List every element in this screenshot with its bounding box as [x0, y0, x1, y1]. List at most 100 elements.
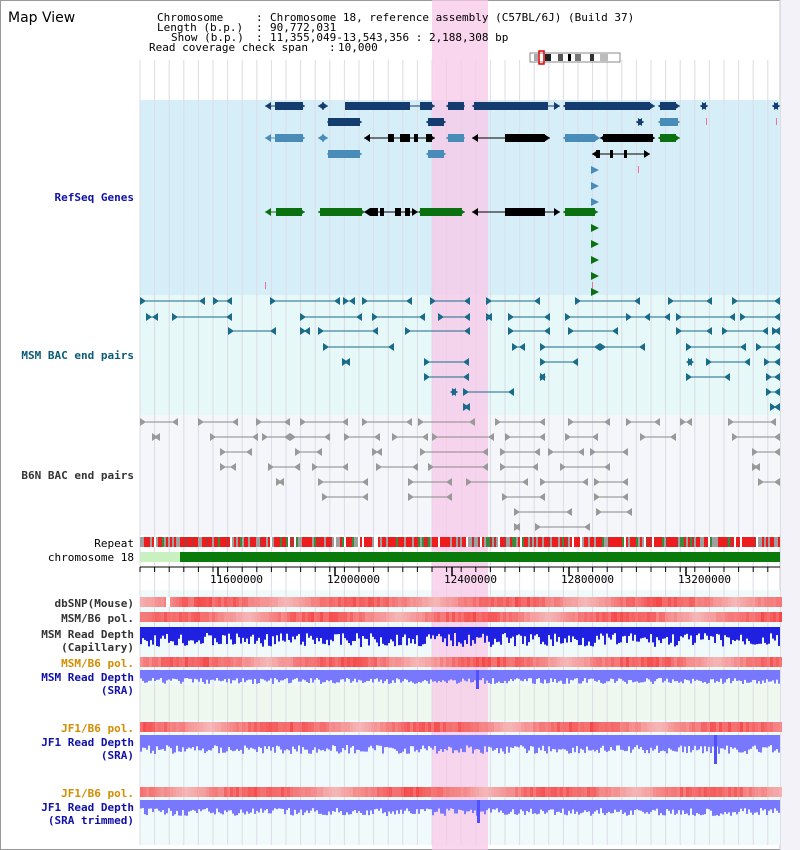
track-label-jf1-b6-pol-2[interactable]: JF1/B6 pol. [61, 787, 134, 800]
heat-cell [704, 787, 707, 797]
depth-bar [208, 627, 210, 636]
heat-cell [734, 597, 737, 607]
depth-bar [682, 627, 684, 638]
heat-cell [287, 657, 290, 667]
depth-bar [346, 800, 348, 813]
depth-bar [192, 735, 194, 748]
depth-bar [674, 735, 676, 752]
track-label-jf1-depth-trim-1[interactable]: JF1 Read Depth [41, 801, 134, 814]
depth-bar [410, 670, 412, 682]
heat-cell [569, 722, 572, 732]
heat-cell [224, 597, 227, 607]
heat-cell [632, 787, 635, 797]
heat-cell [518, 722, 521, 732]
depth-bar [666, 800, 668, 810]
repeat-segment [390, 537, 392, 547]
depth-bar [564, 627, 566, 639]
heat-cell [452, 612, 455, 622]
depth-bar [248, 735, 250, 750]
depth-bar [548, 627, 550, 636]
depth-bar [368, 800, 370, 816]
depth-bar [232, 627, 234, 645]
depth-bar [658, 627, 660, 641]
depth-bar [324, 800, 326, 815]
track-label-msm-bac[interactable]: MSM BAC end pairs [21, 349, 134, 362]
heat-cell [707, 787, 710, 797]
depth-bar [340, 735, 342, 753]
heat-cell [284, 657, 287, 667]
heat-cell [305, 612, 308, 622]
depth-bar [396, 670, 398, 679]
depth-bar [440, 800, 442, 814]
depth-bar [194, 670, 196, 679]
track-label-msm-b6-pol-2[interactable]: MSM/B6 pol. [61, 657, 134, 670]
repeat-segment [198, 537, 200, 547]
depth-bar [698, 627, 700, 634]
bac-end [294, 463, 300, 471]
depth-bar [158, 735, 160, 750]
repeat-segment [338, 537, 340, 547]
depth-bar [296, 735, 298, 752]
depth-bar [404, 627, 406, 635]
depth-bar [330, 670, 332, 681]
gene-arrow [591, 256, 599, 264]
depth-bar [256, 735, 258, 752]
track-label-msm-depth-cap-1[interactable]: MSM Read Depth [41, 628, 134, 641]
heat-cell [683, 787, 686, 797]
heat-cell [695, 612, 698, 622]
gene-exon [275, 134, 303, 142]
depth-bar [472, 735, 474, 754]
gene-arrow [327, 118, 333, 126]
bac-end [774, 388, 780, 396]
heat-cell [287, 612, 290, 622]
heat-cell [683, 597, 686, 607]
depth-bar [724, 627, 726, 636]
heat-cell [353, 787, 356, 797]
depth-bar [452, 735, 454, 754]
repeat-segment [180, 537, 182, 547]
repeat-segment [376, 537, 378, 547]
bac-end [334, 297, 340, 305]
depth-bar [172, 627, 174, 642]
track-label-b6n-bac[interactable]: B6N BAC end pairs [21, 469, 134, 482]
depth-bar [612, 800, 614, 814]
track-label-msm-depth-sra-1[interactable]: MSM Read Depth [41, 671, 134, 684]
heat-cell [479, 657, 482, 667]
depth-bar [600, 735, 602, 748]
heat-cell [557, 787, 560, 797]
track-label-jf1-b6-pol-1[interactable]: JF1/B6 pol. [61, 722, 134, 735]
track-label-refseq[interactable]: RefSeq Genes [54, 191, 134, 204]
depth-bar [318, 800, 320, 814]
bac-end [594, 493, 600, 501]
heat-cell [686, 657, 689, 667]
depth-bar [564, 800, 566, 815]
heat-cell [386, 612, 389, 622]
track-label-dbsnp[interactable]: dbSNP(Mouse) [54, 597, 134, 610]
heat-cell [545, 787, 548, 797]
track-label-jf1-depth-sra-1[interactable]: JF1 Read Depth [41, 736, 134, 749]
heat-cell [254, 612, 257, 622]
bac-end [622, 448, 628, 456]
depth-bar [566, 670, 568, 679]
heat-cell [458, 787, 461, 797]
heat-cell [326, 722, 329, 732]
depth-bar [538, 627, 540, 638]
heat-cell [242, 612, 245, 622]
bac-end [388, 343, 394, 351]
heat-cell [725, 612, 728, 622]
depth-bar [280, 800, 282, 809]
depth-bar [730, 735, 732, 748]
depth-bar [572, 735, 574, 748]
depth-bar [284, 670, 286, 680]
track-label-msm-b6-pol-1[interactable]: MSM/B6 pol. [61, 612, 134, 625]
heat-cell [140, 612, 143, 622]
heat-cell [230, 597, 233, 607]
repeat-segment [514, 537, 516, 547]
depth-spike [477, 800, 480, 823]
heat-cell [353, 612, 356, 622]
depth-bar [270, 800, 272, 814]
bac-end [198, 418, 204, 426]
depth-bar [632, 627, 634, 641]
depth-bar [276, 627, 278, 636]
